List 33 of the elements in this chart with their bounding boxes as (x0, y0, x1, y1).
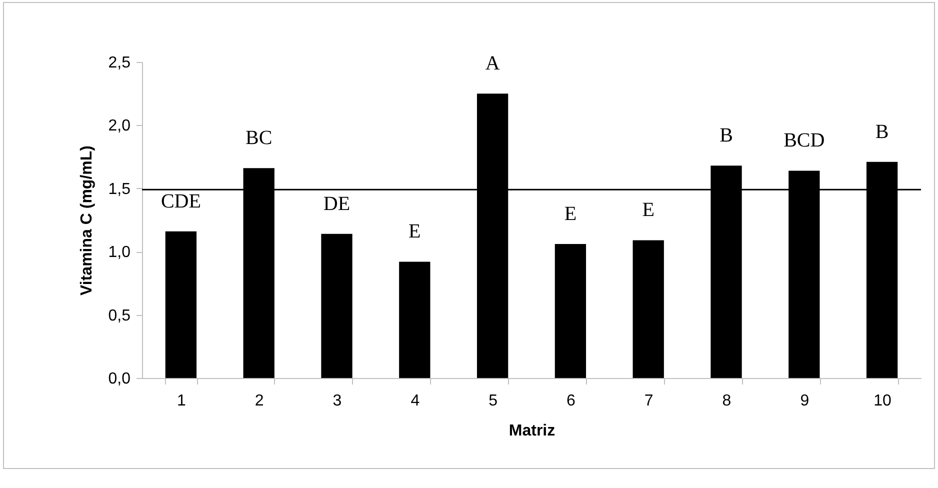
annotation: E (642, 199, 654, 222)
annotation: BCD (784, 130, 825, 152)
y-axis-title: Vitamina C (mg/mL) (78, 146, 96, 296)
bar (399, 262, 430, 378)
y-tick-label: 2,5 (108, 54, 131, 72)
x-tick-label: 3 (332, 392, 342, 410)
annotation: BC (246, 127, 272, 150)
annotation: A (485, 52, 500, 75)
y-tick-label: 0,0 (108, 370, 131, 388)
x-tick-label: 5 (488, 392, 498, 410)
y-tick-label: 0,5 (108, 307, 131, 324)
bar (632, 240, 664, 378)
x-tick-label: 6 (566, 392, 576, 410)
x-tick-label: 2 (254, 392, 264, 410)
annotation: CDE (160, 190, 201, 212)
bar (321, 234, 352, 378)
x-tick-label: 8 (722, 392, 732, 410)
x-tick-label: 7 (644, 392, 654, 410)
bar (554, 244, 586, 378)
x-tick-label: 4 (410, 392, 420, 410)
annotation: E (408, 220, 421, 243)
bar (165, 231, 197, 378)
y-tick-label: 1,5 (108, 180, 131, 198)
x-axis-title: Matriz (508, 422, 556, 440)
annotation: DE (323, 192, 350, 215)
annotation: E (564, 203, 577, 226)
x-tick-label: 1 (176, 392, 186, 410)
x-tick-label: 9 (800, 392, 810, 410)
y-tick-label: 2,0 (108, 118, 131, 135)
annotation: B (720, 124, 733, 147)
annotation: B (875, 120, 889, 143)
y-tick-label: 1,0 (108, 244, 131, 262)
x-tick-label: 10 (874, 392, 892, 410)
